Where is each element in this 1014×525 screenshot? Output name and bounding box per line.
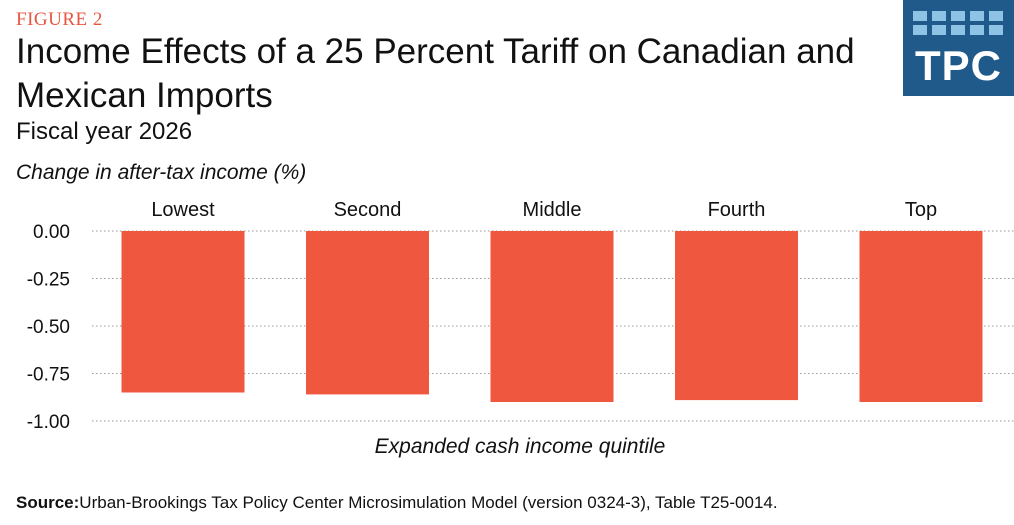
- category-label: Lowest: [151, 199, 215, 221]
- category-label: Fourth: [708, 199, 766, 221]
- logo-tile: [989, 25, 1003, 35]
- bar-middle: [490, 231, 614, 402]
- y-tick-labels: 0.00 -0.25 -0.50 -0.75 -1.00: [27, 222, 70, 433]
- tpc-logo: TPC: [903, 0, 1014, 96]
- logo-tile: [951, 11, 965, 21]
- logo-tile: [932, 25, 946, 35]
- logo-tile: [989, 11, 1003, 21]
- figure-label: FIGURE 2: [16, 9, 103, 30]
- category-label: Middle: [523, 199, 582, 221]
- source-note: Source:Urban-Brookings Tax Policy Center…: [16, 493, 778, 513]
- chart-subtitle: Fiscal year 2026: [16, 118, 193, 145]
- y-tick-label: -0.75: [27, 365, 70, 386]
- category-labels: Lowest Second Middle Fourth Top: [151, 199, 937, 221]
- bar-fourth: [675, 231, 798, 401]
- y-tick-label: -0.25: [27, 270, 70, 291]
- category-label: Second: [334, 199, 402, 221]
- y-tick-label: -1.00: [27, 412, 70, 433]
- logo-tile: [970, 11, 984, 21]
- logo-tile: [932, 11, 946, 21]
- logo-tile: [951, 25, 965, 35]
- source-label: Source:: [16, 493, 80, 512]
- bar-chart: 0.00 -0.25 -0.50 -0.75 -1.00 Lowest Second Mid…: [27, 199, 1014, 458]
- y-axis-label: Change in after-tax income (%): [16, 161, 307, 184]
- bar-top: [859, 231, 983, 402]
- bars: [121, 231, 983, 402]
- logo-text: TPC: [915, 42, 1002, 89]
- source-text: Urban-Brookings Tax Policy Center Micros…: [79, 493, 778, 512]
- x-axis-label: Expanded cash income quintile: [375, 435, 666, 458]
- y-tick-label: 0.00: [33, 222, 70, 243]
- y-tick-label: -0.50: [27, 317, 70, 338]
- logo-tile: [913, 25, 927, 35]
- logo-tile: [913, 11, 927, 21]
- chart-title: Income Effects of a 25 Percent Tariff on…: [16, 32, 855, 115]
- category-label: Top: [905, 199, 937, 221]
- bar-second: [306, 231, 429, 395]
- bar-lowest: [121, 231, 245, 393]
- logo-tile: [970, 25, 984, 35]
